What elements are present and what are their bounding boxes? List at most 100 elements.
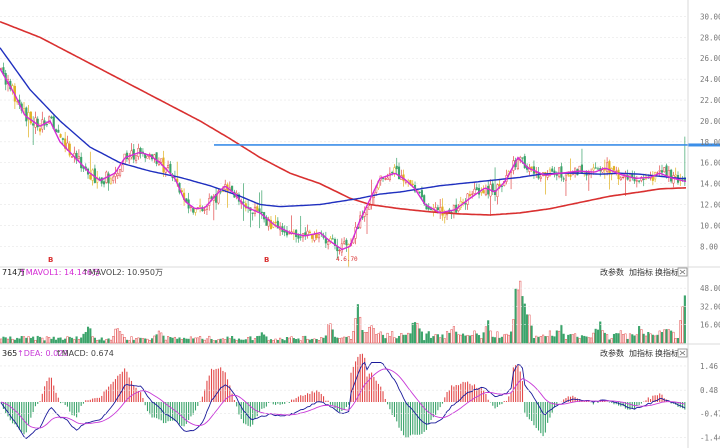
macd-panel[interactable]: 365 ↑DEA: 0.029 ↑MACD: 0.674 改参数 加指标 换指标…: [0, 343, 720, 443]
candle-body: [635, 180, 638, 182]
macd-lines: [0, 361, 686, 439]
volume-bar: [228, 338, 231, 344]
vol-close-icon[interactable]: [677, 267, 688, 277]
candle-body: [551, 168, 554, 172]
volume-bar: [448, 332, 451, 344]
volume-bar: [146, 338, 149, 344]
volume-bar: [400, 333, 403, 344]
volume-bar: [395, 338, 398, 344]
volume-bar: [596, 329, 600, 344]
candle-body: [48, 116, 51, 124]
volume-bar: [22, 336, 26, 344]
volume-bar: [324, 335, 327, 344]
volume-bar: [148, 340, 151, 344]
price-tick-label: 26.00: [700, 54, 720, 63]
macd-switch-indicator-button[interactable]: 换指标: [655, 348, 679, 358]
volume-bar: [57, 337, 60, 344]
volume-bar: [484, 326, 487, 344]
dif-line: [0, 361, 686, 439]
volume-bar: [116, 328, 119, 344]
candle-body: [288, 233, 291, 235]
candle-body: [146, 155, 149, 159]
volume-bar: [510, 331, 513, 344]
vol-switch-indicator-button[interactable]: 换指标: [655, 267, 679, 277]
candle-body: [457, 208, 460, 211]
horizontal-price-line[interactable]: [214, 143, 720, 147]
volume-bar: [263, 334, 266, 344]
volume-bar: [624, 333, 627, 344]
volume-bar: [194, 337, 197, 344]
price-panel[interactable]: BB 4.6.70 30.0028.0026.0024.0022.0020.00…: [0, 12, 720, 268]
volume-bar: [539, 336, 542, 344]
volume-bar: [256, 336, 259, 344]
candle-body: [128, 157, 131, 161]
volume-panel[interactable]: 714万 ↑MAVOL1: 14.146万 ↑MAVOL2: 10.950万 改…: [0, 266, 720, 344]
volume-bar: [654, 335, 657, 344]
volume-bar: [327, 324, 330, 344]
candle-body: [388, 173, 391, 181]
volume-bar: [537, 336, 540, 344]
macd-arrow-icon: ↑: [55, 349, 62, 358]
candle-body: [102, 181, 106, 185]
volume-bar: [50, 338, 53, 344]
volume-bar: [580, 335, 584, 344]
volume-bar: [82, 333, 85, 344]
volume-bar: [9, 336, 12, 344]
volume-bar: [676, 338, 680, 344]
volume-bar: [185, 338, 188, 344]
macd-tick-label: 0.48: [700, 386, 719, 395]
volume-bar: [434, 334, 437, 344]
volume-bar: [16, 337, 19, 344]
candle-body: [420, 190, 423, 198]
volume-bar: [379, 331, 382, 344]
volume-bar: [171, 337, 174, 344]
ma-blue-line: [0, 47, 686, 208]
volume-bar: [427, 331, 430, 344]
volume-bar: [397, 335, 401, 344]
macd-close-icon[interactable]: [677, 348, 688, 358]
volume-bar: [425, 333, 428, 344]
macd-edit-params-button[interactable]: 改参数: [600, 348, 624, 358]
volume-bar: [217, 339, 220, 344]
candle-body: [564, 174, 568, 181]
volume-bar: [169, 337, 172, 344]
candle-body: [36, 118, 39, 128]
macd-add-indicator-button[interactable]: 加指标: [629, 348, 653, 358]
candle-body: [386, 177, 389, 180]
vol-edit-params-button[interactable]: 改参数: [600, 267, 624, 277]
volume-bar: [546, 336, 549, 344]
candle-body: [32, 123, 35, 126]
price-tick-label: 18.00: [700, 138, 720, 147]
volume-bar: [27, 336, 30, 344]
volume-bar: [249, 336, 252, 344]
volume-bar: [240, 339, 243, 344]
volume-bar: [560, 325, 563, 344]
volume-bar: [102, 340, 106, 344]
volume-bar: [219, 338, 222, 344]
volume-bar: [413, 322, 417, 344]
volume-bar: [466, 334, 469, 344]
candle-body: [269, 219, 273, 229]
candle-body: [260, 211, 263, 214]
candle-body: [606, 162, 609, 172]
volume-bar: [471, 335, 474, 344]
vol-tick-label: 32.00: [700, 302, 720, 311]
vol-add-indicator-button[interactable]: 加指标: [629, 267, 653, 277]
volume-bar: [345, 336, 348, 344]
volume-bar: [306, 338, 309, 344]
volume-bar: [86, 326, 90, 344]
price-grid: [0, 16, 688, 247]
candle-body: [665, 165, 668, 177]
candle-body: [25, 107, 28, 122]
low-price-label: 4.6.70: [336, 256, 358, 263]
volume-bar: [532, 338, 535, 344]
volume-bar: [352, 331, 355, 344]
candle-body: [116, 173, 119, 176]
candle-body: [317, 234, 321, 239]
volume-bar: [297, 338, 300, 344]
candle-body: [169, 163, 172, 174]
volume-bar: [2, 336, 5, 344]
volume-bar: [530, 325, 533, 344]
volume-bar: [349, 339, 353, 344]
